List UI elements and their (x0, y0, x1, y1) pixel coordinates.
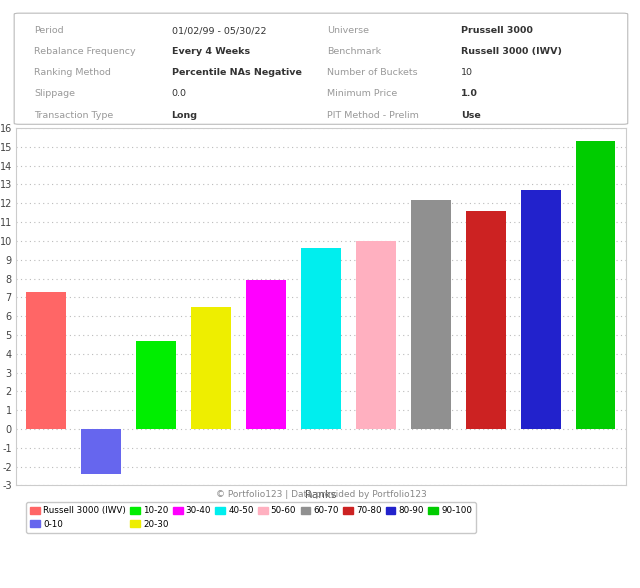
Bar (191, 307, 231, 429)
Text: 10: 10 (461, 68, 473, 78)
Text: Ranking Method: Ranking Method (35, 68, 111, 78)
Bar (466, 211, 506, 429)
Text: Transaction Type: Transaction Type (35, 111, 113, 119)
Text: Rebalance Frequency: Rebalance Frequency (35, 47, 136, 56)
Text: © Portfolio123 | Data provided by Portfolio123: © Portfolio123 | Data provided by Portfo… (216, 490, 426, 499)
Bar (136, 340, 176, 429)
Bar (246, 280, 286, 429)
X-axis label: Ranks: Ranks (305, 490, 337, 500)
Text: Prussell 3000: Prussell 3000 (461, 26, 533, 35)
Text: Benchmark: Benchmark (327, 47, 381, 56)
Text: Minimum Price: Minimum Price (327, 89, 397, 98)
Text: 01/02/99 - 05/30/22: 01/02/99 - 05/30/22 (172, 26, 266, 35)
Text: Universe: Universe (327, 26, 369, 35)
Bar (26, 292, 66, 429)
Text: 1.0: 1.0 (461, 89, 478, 98)
Text: Slippage: Slippage (35, 89, 76, 98)
Bar (411, 199, 451, 429)
Text: Use: Use (461, 111, 481, 119)
Text: Number of Buckets: Number of Buckets (327, 68, 418, 78)
Bar (301, 249, 340, 429)
Text: Russell 3000 (IWV): Russell 3000 (IWV) (461, 47, 563, 56)
Bar (81, 429, 121, 474)
Bar (356, 241, 396, 429)
Bar (521, 190, 561, 429)
Text: PIT Method - Prelim: PIT Method - Prelim (327, 111, 419, 119)
FancyBboxPatch shape (14, 13, 628, 124)
Text: Period: Period (35, 26, 64, 35)
Text: Percentile NAs Negative: Percentile NAs Negative (172, 68, 301, 78)
Text: Long: Long (172, 111, 198, 119)
Text: 0.0: 0.0 (172, 89, 186, 98)
Bar (576, 141, 616, 429)
Text: Every 4 Weeks: Every 4 Weeks (172, 47, 250, 56)
Legend: Russell 3000 (IWV), 0-10, 10-20, 20-30, 30-40, 40-50, 50-60, 60-70, 70-80, 80-90: Russell 3000 (IWV), 0-10, 10-20, 20-30, … (26, 502, 476, 533)
